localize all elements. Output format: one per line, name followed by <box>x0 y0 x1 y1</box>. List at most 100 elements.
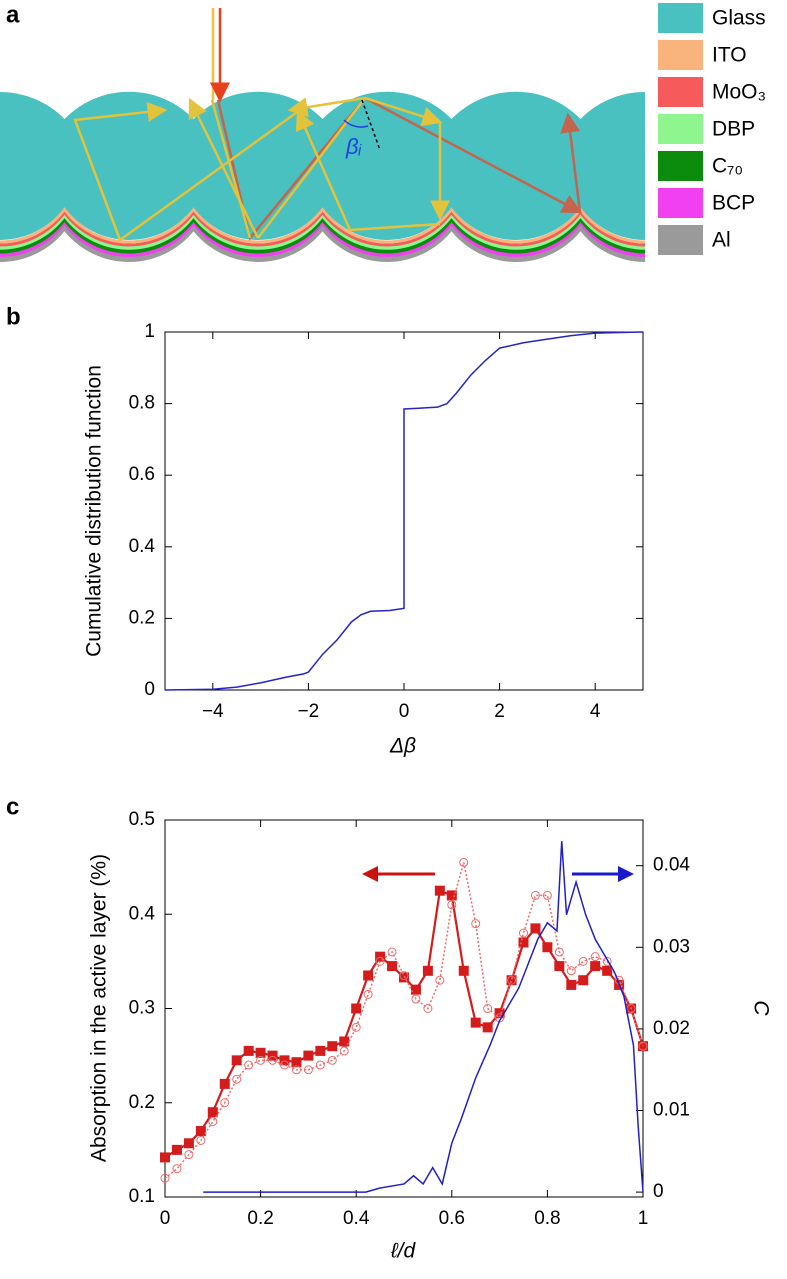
legend-label: MoO₃ <box>712 81 766 104</box>
marker <box>255 1047 266 1058</box>
data-line <box>164 331 644 691</box>
marker <box>219 1078 230 1089</box>
y2-tick-label: 0.02 <box>653 1018 690 1039</box>
marker <box>375 956 385 966</box>
legend-swatch <box>658 3 703 33</box>
y-tick-label: 0.2 <box>129 607 155 628</box>
marker <box>519 928 528 938</box>
marker <box>435 975 445 985</box>
legend-label: Al <box>712 229 731 252</box>
ray <box>287 96 366 118</box>
x-tick-label: −4 <box>202 701 224 722</box>
marker <box>244 1060 254 1070</box>
legend-label: ITO <box>712 44 747 67</box>
marker <box>351 1022 361 1032</box>
y-tick-label: 0.4 <box>129 536 156 557</box>
y-axis-label: Absorption in the active layer (%) <box>88 854 111 1162</box>
marker <box>196 1135 206 1145</box>
marker <box>602 965 613 976</box>
y2-tick-label: 0.01 <box>653 1100 690 1121</box>
angle-label: βᵢ <box>345 134 362 159</box>
x-axis-label: Δβ <box>389 735 416 758</box>
marker <box>220 1098 230 1108</box>
marker <box>626 1004 636 1013</box>
x-tick-label: 0 <box>160 1208 171 1229</box>
y-axis-label: Cumulative distribution function <box>83 365 106 657</box>
marker <box>507 975 517 985</box>
ray <box>210 99 252 239</box>
legend-swatch <box>658 188 703 218</box>
marker <box>458 965 469 976</box>
legend-label: Glass <box>712 7 766 30</box>
x-tick-label: −2 <box>298 701 320 722</box>
marker <box>315 1060 325 1070</box>
ray <box>295 109 441 232</box>
light-rays <box>73 8 583 242</box>
data-line <box>164 889 645 1159</box>
marker <box>554 947 564 957</box>
marker <box>243 1045 254 1056</box>
marker <box>566 979 577 990</box>
y-tick-label: 0.2 <box>129 1092 155 1113</box>
marker <box>422 965 433 976</box>
marker <box>339 1046 349 1056</box>
marker <box>291 1065 301 1075</box>
marker <box>434 885 445 896</box>
marker <box>602 956 612 966</box>
marker <box>423 1004 433 1013</box>
marker <box>303 1065 313 1075</box>
marker <box>207 1107 218 1118</box>
marker <box>542 942 553 953</box>
legend-label: C₇₀ <box>712 155 743 178</box>
x-tick-label: 0.8 <box>534 1208 560 1229</box>
marker <box>327 1055 337 1065</box>
marker <box>171 1144 182 1155</box>
marker <box>506 975 517 986</box>
plot-frame <box>164 819 644 1198</box>
marker <box>554 961 565 972</box>
panel-label: a <box>6 1 20 28</box>
panel-label: b <box>6 303 21 330</box>
x-tick-label: 0.4 <box>343 1208 370 1229</box>
x-tick-label: 2 <box>494 701 505 722</box>
x-tick-label: 1 <box>638 1208 649 1229</box>
marker <box>315 1045 326 1056</box>
angle-arc <box>343 119 369 128</box>
marker <box>578 975 589 986</box>
marker <box>231 1055 242 1066</box>
marker <box>447 900 457 910</box>
marker <box>530 890 540 900</box>
marker <box>363 970 374 981</box>
y2-tick-label: 0 <box>653 1181 664 1202</box>
marker <box>399 972 409 983</box>
marker <box>160 1152 170 1163</box>
legend-swatch <box>658 40 703 70</box>
normal-line <box>361 99 381 151</box>
marker <box>327 1041 338 1052</box>
marker <box>279 1055 290 1066</box>
marker <box>195 1126 206 1137</box>
direction-arrows <box>362 866 634 882</box>
x-tick-label: 4 <box>590 701 601 722</box>
ray <box>188 97 260 239</box>
marker <box>518 937 529 948</box>
marker <box>494 1008 505 1019</box>
marker <box>530 923 541 934</box>
y-tick-label: 0 <box>144 679 155 700</box>
marker <box>363 989 373 999</box>
marker <box>470 1017 481 1028</box>
marker <box>183 1138 194 1149</box>
marker <box>410 984 421 995</box>
marker <box>483 1004 493 1013</box>
marker <box>208 1117 218 1127</box>
marker <box>590 952 600 962</box>
marker <box>303 1050 314 1061</box>
marker <box>590 961 601 972</box>
marker <box>291 1057 302 1068</box>
arrow-head <box>618 866 634 882</box>
marker <box>351 1003 362 1014</box>
y2-tick-label: 0.04 <box>653 855 690 876</box>
marker <box>542 890 552 900</box>
x-axis-label: ℓ/d <box>390 1240 417 1263</box>
ray <box>560 112 582 213</box>
